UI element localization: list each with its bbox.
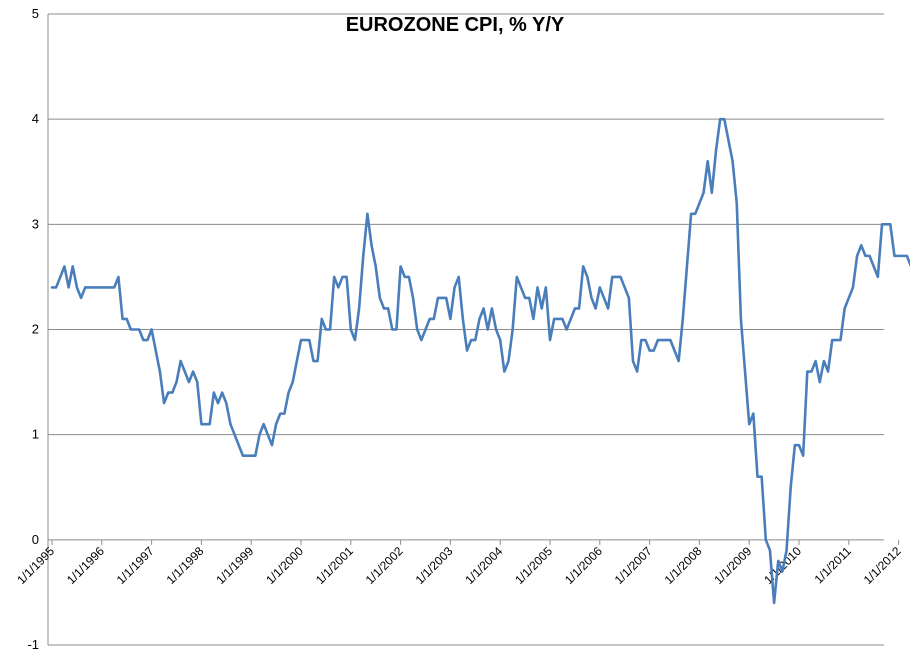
chart-title: EUROZONE CPI, % Y/Y xyxy=(345,14,565,36)
x-tick-label: 1/1/2011 xyxy=(812,544,855,587)
series-line xyxy=(50,117,910,605)
x-tick-label: 1/1/2007 xyxy=(612,544,655,587)
y-tick-label: 4 xyxy=(32,111,39,126)
x-tick-label: 1/1/2001 xyxy=(313,544,356,587)
x-tick-label: 1/1/2012 xyxy=(861,544,904,587)
x-tick-label: 1/1/2006 xyxy=(562,544,605,587)
gridlines xyxy=(48,13,884,646)
y-tick-label: 2 xyxy=(32,322,39,337)
y-tick-label: -1 xyxy=(27,637,39,652)
x-tick-label: 1/1/1996 xyxy=(64,544,107,587)
x-tick-label: 1/1/1999 xyxy=(213,544,256,587)
y-tick-label: 1 xyxy=(32,427,39,442)
x-tick-label: 1/1/2000 xyxy=(263,544,306,587)
x-tick-label: 1/1/1995 xyxy=(14,544,57,587)
x-tick-label: 1/1/2005 xyxy=(512,544,555,587)
x-tick-label: 1/1/1997 xyxy=(114,544,157,587)
x-tick-label: 1/1/2009 xyxy=(711,544,754,587)
y-tick-label: 5 xyxy=(32,6,39,21)
x-tick-label: 1/1/2002 xyxy=(363,544,406,587)
x-tick-label: 1/1/2008 xyxy=(662,544,705,587)
x-tick-label: 1/1/2003 xyxy=(413,544,456,587)
y-tick-label: 0 xyxy=(32,532,39,547)
x-tick-label: 1/1/2004 xyxy=(462,544,505,587)
series-group xyxy=(50,117,910,605)
x-tick-label: 1/1/1998 xyxy=(164,544,207,587)
y-tick-label: 3 xyxy=(32,216,39,231)
